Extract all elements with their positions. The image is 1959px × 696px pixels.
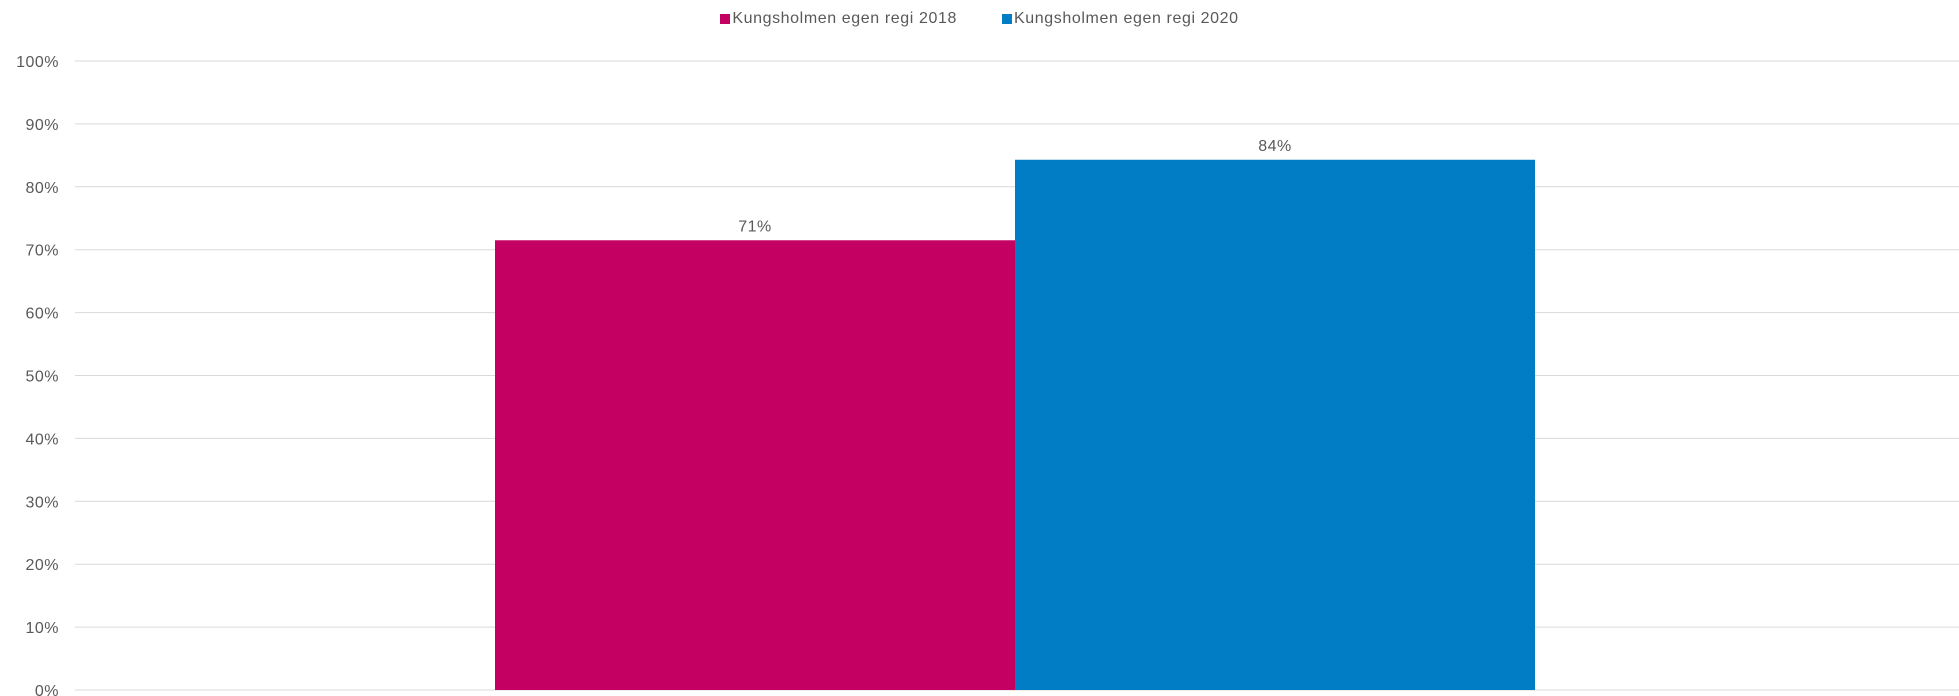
legend-label-series-1: Kungsholmen egen regi 2020 [1014,10,1239,27]
y-tick-label: 60% [25,306,59,323]
legend-label-series-0: Kungsholmen egen regi 2018 [732,10,957,27]
legend-item-series-1: Kungsholmen egen regi 2020 [1002,10,1239,28]
y-tick-label: 0% [35,683,59,696]
y-tick-label: 20% [25,557,59,574]
y-tick-label: 70% [25,243,59,260]
data-label: 71% [738,218,772,235]
bar [495,240,1015,690]
y-tick-label: 50% [25,369,59,386]
y-tick-label: 100% [16,54,59,71]
data-label: 84% [1258,138,1292,155]
y-tick-label: 90% [25,117,59,134]
bar [1015,159,1535,691]
legend-swatch-series-1 [1002,14,1013,24]
legend-swatch-series-0 [720,14,731,24]
y-tick-label: 40% [25,431,59,448]
legend-item-series-0: Kungsholmen egen regi 2018 [720,10,957,28]
y-tick-label: 10% [25,620,59,637]
y-tick-label: 80% [25,180,59,197]
y-tick-label: 30% [25,494,59,511]
legend: Kungsholmen egen regi 2018 Kungsholmen e… [0,10,1959,29]
